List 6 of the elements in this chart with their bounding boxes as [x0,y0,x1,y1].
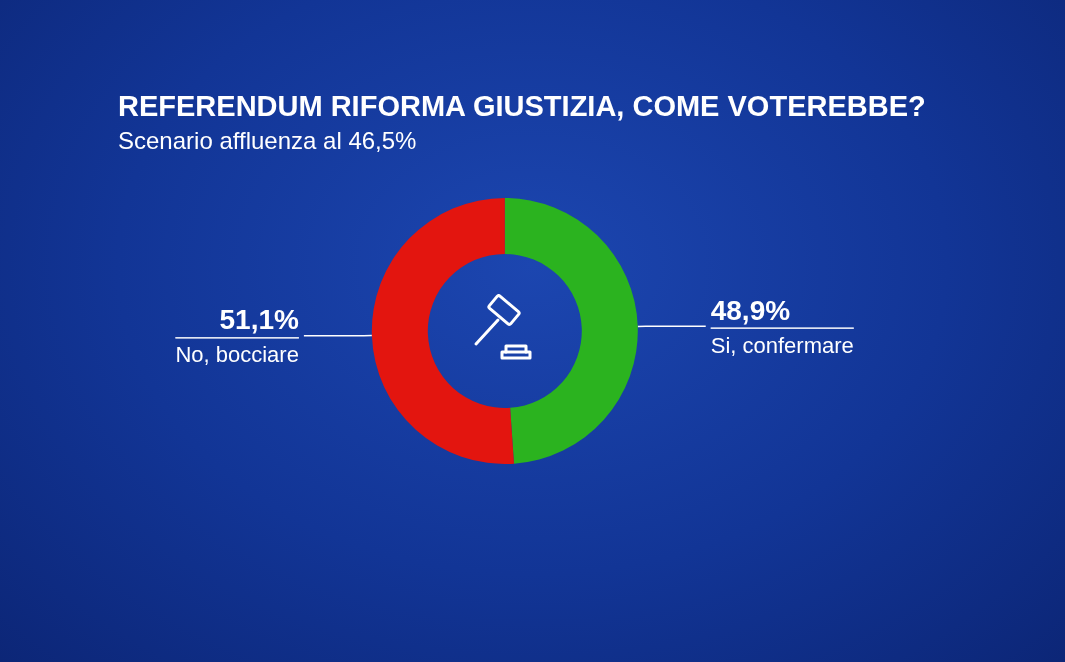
data-label: 48,9% [710,294,791,326]
chart-title: REFERENDUM RIFORMA GIUSTIZIA, COME VOTEREBBE? [118,89,926,122]
slice-label: No, bocciare [175,342,299,368]
chart-subtitle: Scenario affluenza al 46,5% [118,126,417,154]
data-label: 51,1% [219,304,299,336]
slice-label: Si, confermare [710,332,854,358]
